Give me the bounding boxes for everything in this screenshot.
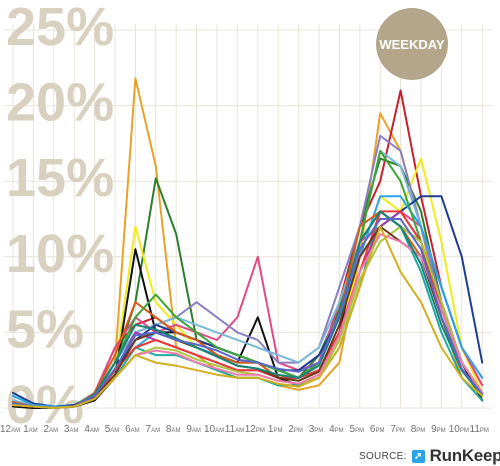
- x-tick-label: 4AM: [84, 424, 99, 435]
- x-tick-label: 12AM: [0, 424, 20, 435]
- y-tick-label: 5%: [6, 299, 84, 359]
- x-tick-label: 4PM: [329, 424, 344, 435]
- series-line: [12, 225, 484, 409]
- x-tick-label: 11AM: [225, 424, 244, 435]
- y-axis-labels: 0%5%10%15%20%25%: [6, 0, 114, 435]
- series-line: [12, 210, 484, 409]
- source-credit: SOURCE: ➚ RunKeeper: [359, 446, 500, 466]
- x-axis-labels: 12AM 1AM 2AM 3AM 4AM 5AM 6AM 7AM 8AM 9AM 10AM 11AM 1…: [0, 424, 489, 435]
- x-tick-label: 12PM: [245, 424, 265, 435]
- weekday-badge: WEEKDAY: [376, 8, 448, 80]
- x-tick-label: 7PM: [390, 424, 405, 435]
- x-tick-label: 9AM: [186, 424, 201, 435]
- x-tick-label: 1PM: [268, 424, 283, 435]
- x-tick-label: 3PM: [309, 424, 324, 435]
- x-tick-label: 8AM: [166, 424, 181, 435]
- source-label: SOURCE:: [359, 450, 407, 462]
- x-tick-label: 11PM: [470, 424, 489, 435]
- x-tick-label: 8PM: [411, 424, 426, 435]
- runner-logo-icon: ➚: [411, 449, 425, 463]
- badge-label: WEEKDAY: [379, 37, 445, 52]
- x-tick-label: 10AM: [204, 424, 224, 435]
- x-tick-label: 10PM: [449, 424, 469, 435]
- x-tick-label: 5PM: [350, 424, 365, 435]
- y-tick-label: 20%: [6, 73, 114, 133]
- x-tick-label: 1AM: [23, 424, 38, 435]
- x-tick-label: 3AM: [64, 424, 79, 435]
- x-tick-label: 2AM: [44, 424, 59, 435]
- x-tick-label: 6AM: [125, 424, 140, 435]
- x-tick-label: 5AM: [105, 424, 120, 435]
- series-line: [12, 218, 484, 409]
- series-lines: [12, 77, 484, 409]
- y-tick-label: 10%: [6, 224, 114, 284]
- runkeeper-brand: RunKeeper: [429, 446, 500, 465]
- x-tick-label: 6PM: [370, 424, 385, 435]
- badge-circle: [376, 8, 448, 80]
- y-tick-label: 15%: [6, 148, 114, 208]
- x-tick-label: 9PM: [431, 424, 446, 435]
- x-tick-label: 2PM: [288, 424, 303, 435]
- x-tick-label: 7AM: [146, 424, 161, 435]
- y-tick-label: 25%: [6, 0, 114, 57]
